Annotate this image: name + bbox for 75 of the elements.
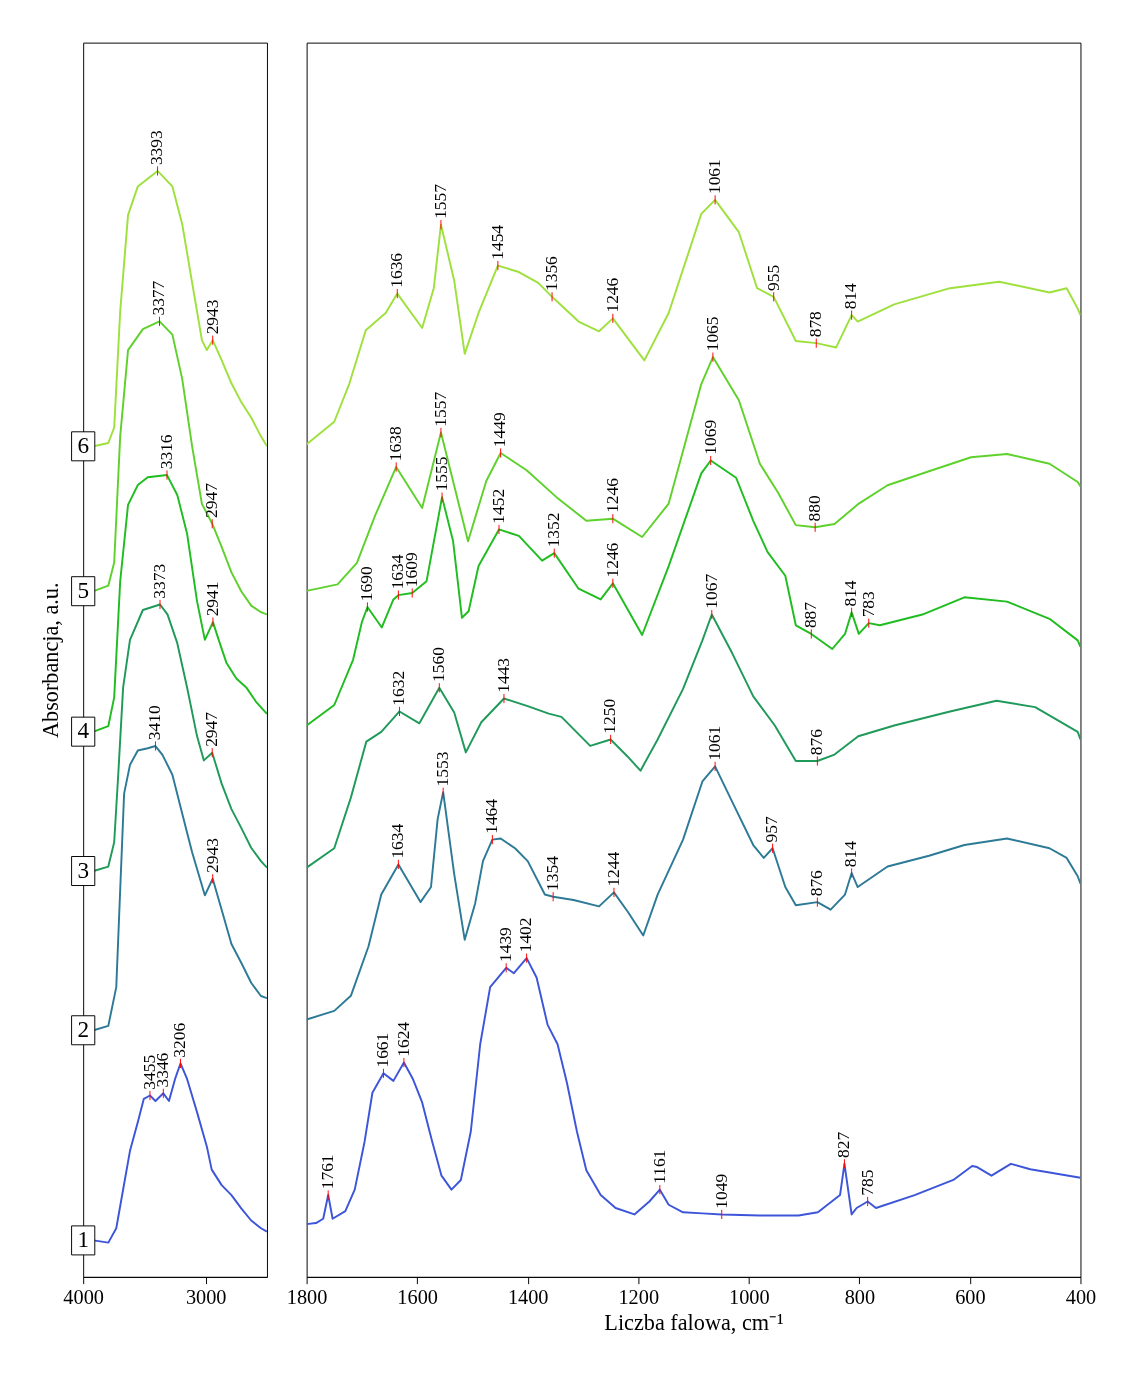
annotation: 1638 <box>385 426 406 462</box>
annotation: 1557 <box>429 391 450 427</box>
annotation: 1632 <box>388 670 409 706</box>
annotation: 1354 <box>541 855 562 891</box>
annotation: 3377 <box>148 280 169 316</box>
y-axis-title: Absorbancja, a.u. <box>37 582 63 739</box>
x-tick-label: 400 <box>1065 1286 1097 1309</box>
annotation: 3410 <box>144 705 165 741</box>
annotation: 876 <box>806 728 827 756</box>
x-axis-title: Liczba falowa, cm⁻¹ <box>604 1309 784 1335</box>
annotation: 1161 <box>648 1149 669 1184</box>
x-tick-label: 1000 <box>729 1286 770 1309</box>
x-tick-label: 1800 <box>286 1286 328 1309</box>
annotation: 3373 <box>148 563 169 599</box>
annotation: 1661 <box>372 1032 393 1068</box>
annotation: 1061 <box>703 159 724 195</box>
x-tick-label: 1200 <box>618 1286 660 1309</box>
annotation: 1065 <box>701 316 722 352</box>
annotation: 2943 <box>201 837 222 873</box>
annotation: 1439 <box>495 927 516 962</box>
annotation: 1449 <box>489 412 510 448</box>
annotation: 1067 <box>700 573 721 609</box>
annotation: 814 <box>840 840 861 868</box>
annotation: 1761 <box>317 1154 338 1190</box>
annotation: 1069 <box>699 419 720 455</box>
annotation: 1061 <box>703 725 724 761</box>
annotation: 2941 <box>201 581 222 617</box>
x-tick-label: 600 <box>955 1286 986 1309</box>
annotation: 1246 <box>601 277 622 313</box>
annotation: 1454 <box>486 224 507 260</box>
annotation: 1250 <box>599 698 620 734</box>
annotation: 1244 <box>602 851 623 887</box>
annotation: 955 <box>762 264 783 292</box>
x-tick-label: 3000 <box>185 1286 227 1309</box>
annotation: 1464 <box>481 798 502 834</box>
annotation: 1634 <box>387 823 408 859</box>
x-tick-label: 4000 <box>63 1286 104 1309</box>
annotation: 1246 <box>601 542 622 578</box>
x-tick-label: 800 <box>844 1286 876 1309</box>
annotation: 3206 <box>169 1022 190 1058</box>
series-label: 2 <box>77 1016 89 1043</box>
annotation: 1352 <box>543 512 564 548</box>
annotation: 1402 <box>515 917 536 953</box>
annotation: 1557 <box>429 183 450 219</box>
annotation: 887 <box>800 601 821 629</box>
annotation: 814 <box>840 282 861 310</box>
x-tick-label: 1600 <box>397 1286 438 1309</box>
annotation: 785 <box>856 1169 877 1196</box>
annotation: 1443 <box>492 657 513 693</box>
series-label: 3 <box>77 856 89 883</box>
annotation: 1356 <box>540 255 561 292</box>
annotation: 827 <box>833 1131 854 1159</box>
series-label: 4 <box>77 717 90 744</box>
annotation: 1560 <box>428 646 449 682</box>
annotation: 1690 <box>356 566 377 602</box>
annotation: 1636 <box>386 252 407 288</box>
annotation: 1049 <box>710 1173 731 1209</box>
annotation: 2943 <box>201 299 222 335</box>
annotation: 1246 <box>601 477 622 513</box>
annotation: 3316 <box>155 434 176 470</box>
series-label: 6 <box>77 432 89 459</box>
annotation: 957 <box>761 816 782 843</box>
annotation: 880 <box>803 495 824 522</box>
annotation: 1555 <box>430 456 451 492</box>
series-label: 5 <box>77 576 89 603</box>
annotation: 1452 <box>487 488 508 524</box>
annotation: 2947 <box>201 711 222 747</box>
annotation: 1624 <box>392 1021 413 1057</box>
annotation: 878 <box>805 310 826 338</box>
series-label: 1 <box>77 1226 89 1253</box>
annotation: 876 <box>806 869 827 897</box>
annotation: 3393 <box>146 130 167 166</box>
annotation: 1553 <box>432 751 452 787</box>
annotation: 2947 <box>201 482 222 518</box>
x-tick-label: 1400 <box>507 1286 549 1309</box>
